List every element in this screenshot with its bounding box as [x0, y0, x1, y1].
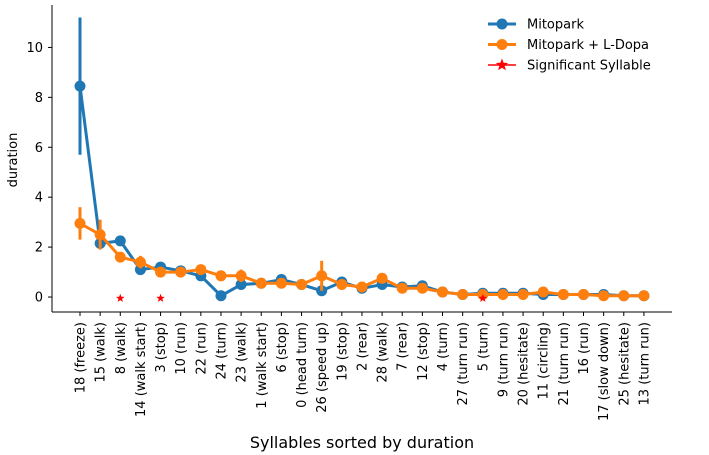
- x-tick-label: 3 (stop): [154, 322, 169, 373]
- x-tick-label: 27 (turn run): [456, 322, 471, 405]
- data-point: [578, 289, 589, 301]
- x-tick-label: 24 (turn): [214, 322, 229, 380]
- legend-label: Mitopark: [527, 18, 584, 33]
- x-tick-label: 25 (hesitate): [617, 322, 632, 406]
- data-point: [557, 289, 569, 301]
- legend-marker: [496, 18, 508, 30]
- x-tick-label: 9 (turn run): [496, 322, 511, 397]
- data-point: [598, 290, 610, 302]
- data-point: [437, 286, 449, 298]
- data-point: [195, 264, 207, 276]
- y-tick-label: 4: [35, 191, 43, 206]
- data-point: [235, 270, 247, 282]
- x-tick-label: 15 (walk): [94, 322, 109, 383]
- significant-star: [156, 293, 165, 302]
- x-tick-label: 7 (rear): [396, 322, 411, 371]
- x-tick-label: 0 (head turn): [295, 322, 310, 408]
- data-point: [134, 256, 146, 268]
- data-point: [155, 266, 167, 278]
- series-mitopark-l-dopa: [74, 207, 650, 302]
- data-point: [638, 290, 650, 302]
- data-point: [215, 270, 227, 282]
- y-tick-label: 8: [35, 91, 43, 106]
- x-tick-label: 22 (run): [194, 322, 209, 375]
- y-tick-label: 2: [35, 241, 43, 256]
- data-point: [296, 279, 308, 291]
- data-point: [376, 272, 388, 284]
- data-point: [74, 217, 86, 229]
- data-point: [356, 281, 368, 293]
- legend-label: Mitopark + L-Dopa: [527, 38, 649, 53]
- axes: 0 2 4 6 8 10 18 (freeze) 15 (walk) 8 (walk) 14 (w…: [26, 5, 672, 421]
- legend-label: Significant Syllable: [527, 59, 651, 74]
- data-point: [255, 277, 267, 289]
- y-tick-label: 10: [26, 41, 43, 56]
- data-point: [457, 289, 469, 301]
- x-tick-label: 11 (circling): [537, 322, 552, 400]
- legend-marker: [496, 39, 508, 50]
- x-tick-label: 19 (stop): [335, 322, 350, 381]
- x-tick-label: 10 (run): [174, 322, 189, 375]
- x-axis-label: Syllables sorted by duration: [250, 433, 474, 452]
- x-tick-label: 8 (walk): [114, 322, 129, 374]
- x-tick-label: 21 (turn run): [557, 322, 572, 405]
- significant-star: [116, 293, 125, 302]
- data-point: [215, 290, 227, 302]
- x-tick-label: 20 (hesitate): [517, 322, 532, 406]
- legend: Mitopark Mitopark + L-Dopa Significant Syl…: [488, 18, 651, 74]
- x-tick-label: 1 (walk start): [255, 322, 270, 409]
- data-point: [114, 251, 126, 263]
- x-tick-label: 14 (walk start): [134, 322, 149, 417]
- x-tick-label: 4 (turn): [436, 322, 451, 371]
- data-point: [316, 270, 328, 282]
- data-point: [94, 229, 106, 241]
- data-point: [74, 80, 86, 92]
- data-point: [517, 289, 529, 301]
- data-point: [175, 266, 187, 278]
- y-axis-label: duration: [6, 133, 21, 188]
- significant-star: [478, 293, 488, 302]
- data-point: [114, 235, 126, 247]
- x-tick-label: 28 (walk): [376, 322, 391, 383]
- plot-area: [74, 17, 650, 302]
- x-tick-label: 5 (turn): [476, 322, 491, 371]
- x-tick-label: 18 (freeze): [74, 322, 89, 393]
- y-tick-label: 0: [35, 291, 43, 306]
- x-tick-label: 13 (turn run): [637, 322, 652, 405]
- data-point: [416, 282, 428, 294]
- data-point: [336, 279, 348, 291]
- x-tick-label: 12 (stop): [416, 322, 431, 381]
- x-tick-label: 23 (walk): [235, 322, 250, 383]
- x-tick-label: 6 (stop): [275, 322, 290, 373]
- data-point: [396, 282, 408, 294]
- x-tick-label: 16 (run): [577, 322, 592, 375]
- data-point: [618, 290, 630, 302]
- data-point: [537, 286, 549, 298]
- x-tick-label: 2 (rear): [355, 322, 370, 371]
- data-point: [235, 279, 247, 291]
- x-tick-label: 26 (speed up): [315, 322, 330, 413]
- data-point: [497, 289, 509, 301]
- legend-marker: [495, 58, 509, 71]
- y-tick-label: 6: [35, 141, 43, 156]
- data-point: [275, 277, 287, 289]
- x-tick-label: 17 (slow down): [597, 322, 612, 421]
